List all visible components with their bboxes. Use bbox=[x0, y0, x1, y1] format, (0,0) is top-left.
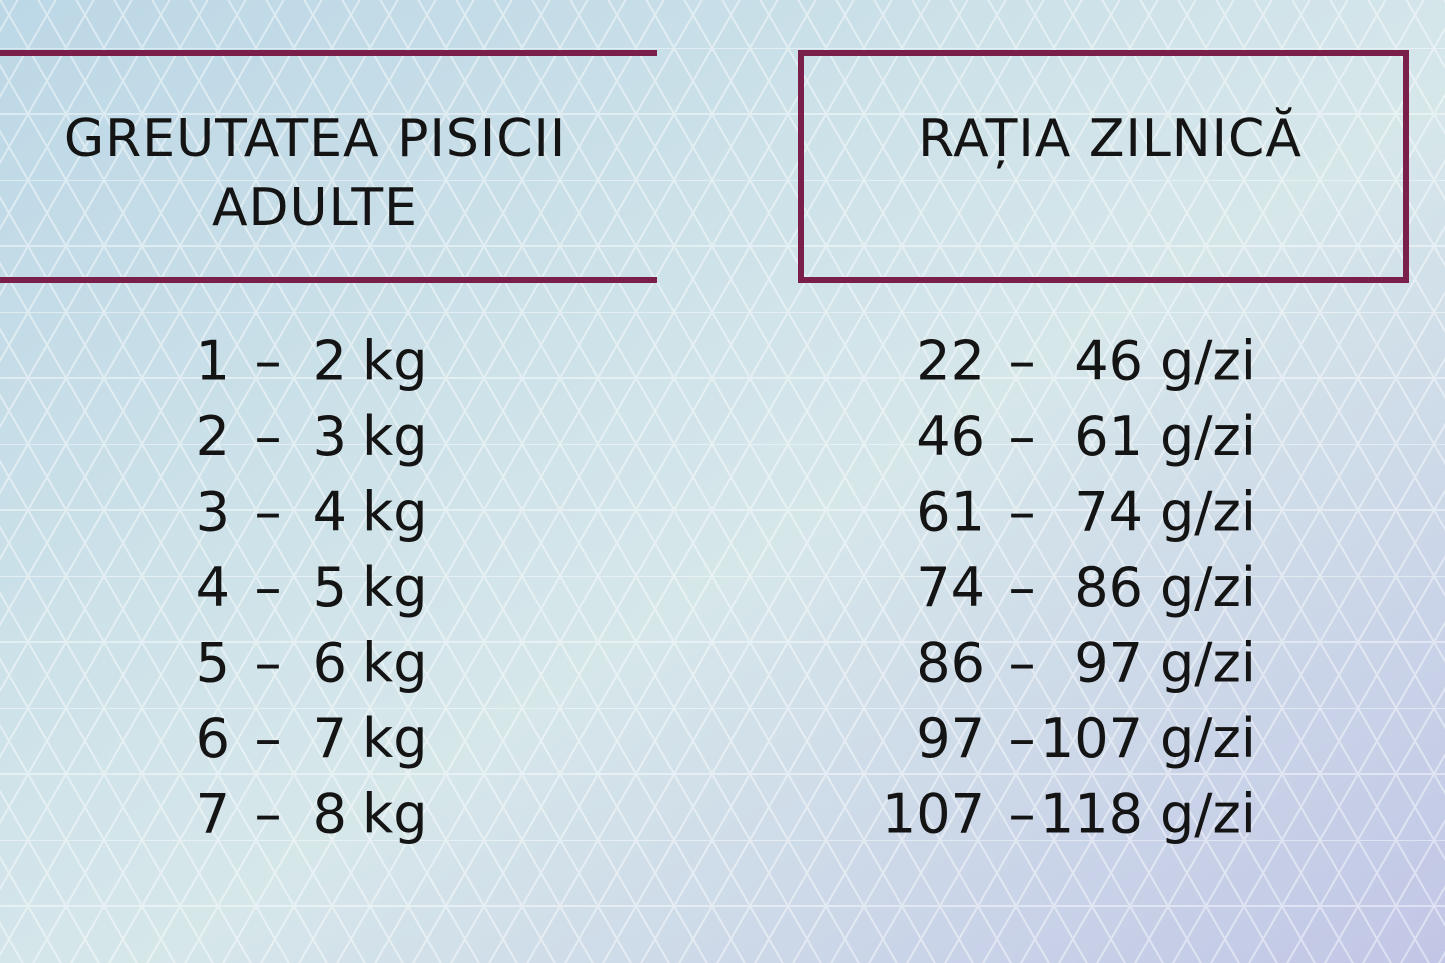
range-separator: – bbox=[1009, 632, 1036, 695]
range-to: 97 bbox=[1074, 632, 1143, 695]
range-from: 7 bbox=[196, 783, 230, 846]
unit: kg bbox=[362, 783, 428, 846]
unit: kg bbox=[362, 707, 428, 770]
range-from: 107 bbox=[882, 783, 985, 846]
range-separator: – bbox=[255, 481, 282, 544]
range-separator: – bbox=[255, 330, 282, 393]
range-separator: – bbox=[255, 556, 282, 619]
range-from: 6 bbox=[196, 707, 230, 770]
range-to: 2 bbox=[313, 330, 347, 393]
range-separator: – bbox=[255, 783, 282, 846]
unit: g/zi bbox=[1160, 632, 1256, 695]
header-left: ADULTE bbox=[212, 178, 418, 238]
range-from: 74 bbox=[916, 556, 985, 619]
header-box bbox=[798, 50, 1409, 283]
unit: g/zi bbox=[1160, 556, 1256, 619]
unit: g/zi bbox=[1160, 330, 1256, 393]
range-from: 61 bbox=[916, 481, 985, 544]
range-from: 4 bbox=[196, 556, 230, 619]
range-separator: – bbox=[1009, 783, 1036, 846]
range-to: 3 bbox=[313, 405, 347, 468]
range-separator: – bbox=[255, 632, 282, 695]
range-to: 7 bbox=[313, 707, 347, 770]
unit: kg bbox=[362, 405, 428, 468]
range-to: 74 bbox=[1074, 481, 1143, 544]
unit: g/zi bbox=[1160, 707, 1256, 770]
unit: g/zi bbox=[1160, 481, 1256, 544]
unit: g/zi bbox=[1160, 783, 1256, 846]
range-from: 5 bbox=[196, 632, 230, 695]
range-to: 61 bbox=[1074, 405, 1143, 468]
unit: kg bbox=[362, 330, 428, 393]
range-from: 3 bbox=[196, 481, 230, 544]
range-from: 46 bbox=[916, 405, 985, 468]
range-to: 4 bbox=[313, 481, 347, 544]
range-to: 86 bbox=[1074, 556, 1143, 619]
range-separator: – bbox=[1009, 330, 1036, 393]
range-separator: – bbox=[1009, 556, 1036, 619]
table: 1–2 kg 22–46 g/zi2–3 kg 46–61 g/zi3–4 kg 61–74 g/… bbox=[196, 330, 1256, 846]
unit: g/zi bbox=[1160, 405, 1256, 468]
range-from: 22 bbox=[916, 330, 985, 393]
range-separator: – bbox=[1009, 707, 1036, 770]
range-from: 1 bbox=[196, 330, 230, 393]
range-separator: – bbox=[1009, 481, 1036, 544]
range-from: 97 bbox=[916, 707, 985, 770]
range-to: 6 bbox=[313, 632, 347, 695]
range-to: 46 bbox=[1074, 330, 1143, 393]
range-separator: – bbox=[1009, 405, 1036, 468]
range-from: 2 bbox=[196, 405, 230, 468]
range-from: 86 bbox=[916, 632, 985, 695]
header-left: GREUTATEA PISICII bbox=[64, 109, 566, 169]
unit: kg bbox=[362, 556, 428, 619]
range-to: 5 bbox=[313, 556, 347, 619]
unit: kg bbox=[362, 632, 428, 695]
range-separator: – bbox=[255, 707, 282, 770]
range-to: 8 bbox=[313, 783, 347, 846]
range-to: 118 bbox=[1040, 783, 1143, 846]
header-right: RAȚIA ZILNICĂ bbox=[918, 107, 1302, 169]
range-to: 107 bbox=[1040, 707, 1143, 770]
unit: kg bbox=[362, 481, 428, 544]
range-separator: – bbox=[255, 405, 282, 468]
